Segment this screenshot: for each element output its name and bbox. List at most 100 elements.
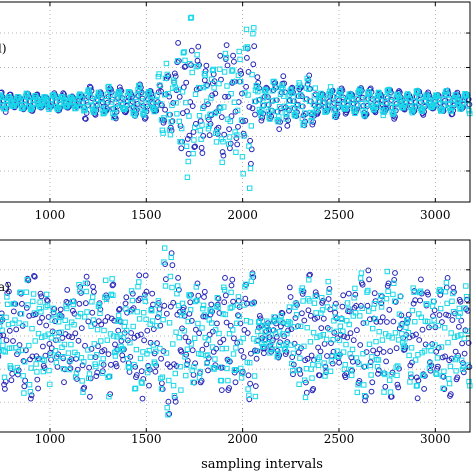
data-point-square [73, 103, 80, 110]
data-point-square [283, 341, 289, 347]
panel-label: a) [0, 280, 10, 294]
data-point-square [279, 319, 285, 325]
data-point-square [374, 364, 381, 370]
data-point-square [463, 91, 469, 98]
data-point-square [387, 91, 393, 97]
data-point-square [0, 323, 3, 330]
data-point-square [272, 85, 278, 91]
data-point-circle [158, 355, 165, 362]
data-point-square [81, 359, 87, 365]
data-point-circle [22, 377, 29, 384]
data-point-square [345, 306, 352, 312]
data-point-square [289, 367, 296, 374]
data-point-square [418, 314, 425, 321]
data-point-square [438, 305, 444, 312]
data-point-circle [0, 98, 3, 104]
data-point-square [115, 312, 122, 319]
chart-panel-top: 1000 1500 2000 2500 3000 l) [0, 1, 473, 222]
data-point-square [234, 132, 240, 138]
data-point-square [87, 354, 93, 360]
data-point-circle [407, 362, 414, 369]
data-point-square [21, 390, 27, 396]
data-point-square [298, 92, 304, 98]
data-point-circle [78, 325, 85, 332]
data-point-circle [13, 326, 20, 333]
data-point-square [306, 277, 312, 283]
data-point-square [354, 389, 361, 396]
data-point-square [370, 107, 377, 113]
data-point-square [192, 124, 198, 131]
data-point-square [131, 361, 137, 368]
data-point-square [89, 299, 95, 305]
data-point-square [158, 101, 164, 107]
data-point-circle [61, 379, 67, 386]
data-point-circle [445, 312, 452, 319]
data-point-square [276, 104, 283, 110]
panel-label: l) [0, 41, 7, 55]
data-point-square [163, 350, 170, 356]
data-point-circle [413, 331, 419, 338]
data-point-circle [246, 396, 253, 403]
data-point-square [243, 281, 249, 288]
data-point-circle [8, 377, 15, 384]
data-point-square [353, 108, 359, 114]
data-point-square [97, 310, 103, 317]
data-point-square [164, 405, 170, 411]
data-point-circle [69, 334, 75, 341]
data-point-square [437, 286, 443, 293]
data-point-square [146, 347, 153, 354]
data-point-circle [48, 356, 54, 363]
data-point-square [74, 352, 80, 358]
data-point-square [98, 95, 104, 102]
data-point-circle [169, 262, 176, 269]
data-point-square [302, 377, 308, 383]
data-point-circle [416, 337, 423, 343]
data-point-circle [435, 363, 441, 370]
data-point-square [393, 364, 399, 370]
data-point-square [62, 317, 68, 324]
data-point-square [94, 352, 100, 358]
data-point-circle [240, 354, 247, 360]
data-point-square [383, 296, 390, 302]
data-point-square [313, 310, 319, 316]
data-point-circle [112, 341, 118, 348]
data-point-square [90, 294, 96, 300]
data-point-circle [86, 364, 92, 371]
data-point-circle [170, 299, 177, 306]
data-point-square [447, 363, 454, 370]
data-point-square [211, 366, 217, 372]
data-point-circle [256, 313, 263, 319]
data-point-square [429, 104, 435, 111]
data-point-square [262, 86, 268, 93]
data-point-square [361, 382, 367, 388]
data-point-square [298, 103, 305, 110]
data-point-circle [184, 136, 191, 142]
data-point-circle [451, 289, 457, 295]
data-point-circle [222, 93, 228, 100]
data-point-square [360, 351, 366, 357]
data-point-square [234, 302, 241, 309]
data-point-square [392, 330, 399, 336]
data-point-circle [165, 398, 172, 405]
data-point-circle [88, 346, 95, 352]
data-point-square [26, 342, 32, 349]
data-point-square [103, 277, 109, 284]
data-point-square [382, 107, 388, 113]
data-point-square [132, 107, 139, 113]
data-point-square [256, 318, 263, 325]
data-point-square [443, 88, 450, 94]
data-point-square [154, 92, 161, 98]
data-point-circle [377, 318, 384, 325]
data-point-circle [222, 292, 229, 299]
data-point-square [443, 279, 450, 286]
data-point-square [214, 128, 221, 135]
data-point-circle [44, 297, 50, 303]
data-point-circle [289, 354, 296, 361]
data-point-circle [122, 300, 129, 307]
data-point-square [356, 361, 362, 367]
data-point-square [178, 387, 184, 393]
data-point-square [407, 379, 413, 385]
data-point-circle [437, 291, 444, 298]
data-point-circle [250, 61, 257, 68]
data-point-square [265, 332, 272, 338]
